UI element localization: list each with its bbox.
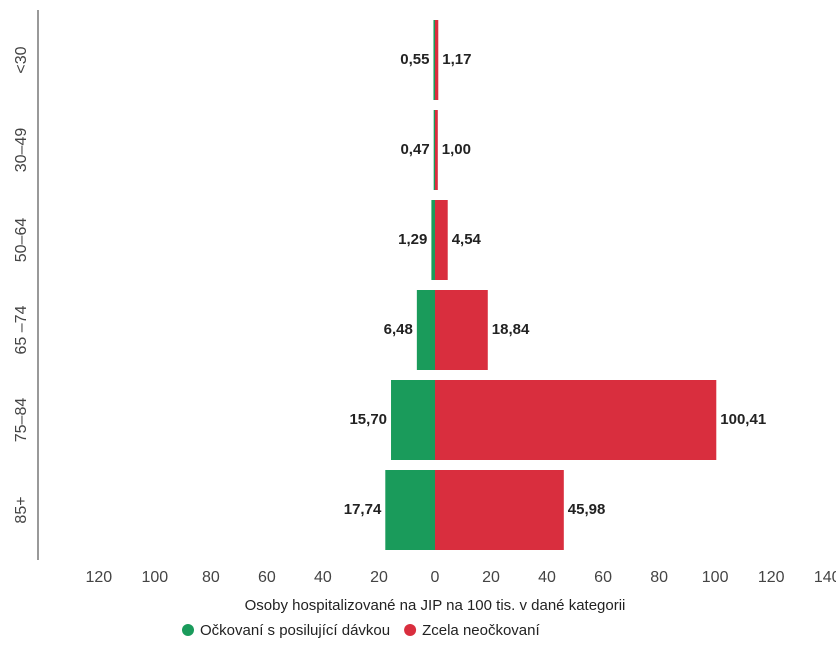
value-label: 6,48 bbox=[384, 321, 413, 338]
y-tick-label: 50–64 bbox=[13, 218, 30, 263]
value-label: 1,17 bbox=[442, 51, 471, 68]
bar bbox=[435, 200, 448, 280]
x-tick-label: 120 bbox=[85, 569, 112, 586]
bar bbox=[416, 290, 435, 370]
bar bbox=[433, 110, 435, 190]
x-tick-label: 60 bbox=[258, 569, 276, 586]
x-tick-label: 60 bbox=[594, 569, 612, 586]
bar bbox=[435, 380, 717, 460]
legend-label: Zcela neočkovaní bbox=[422, 622, 540, 639]
value-label: 4,54 bbox=[452, 231, 482, 248]
x-tick-label: 80 bbox=[202, 569, 220, 586]
value-label: 0,55 bbox=[400, 51, 429, 68]
value-label: 0,47 bbox=[400, 141, 429, 158]
bar bbox=[431, 200, 435, 280]
value-label: 1,29 bbox=[398, 231, 427, 248]
value-label: 15,70 bbox=[349, 411, 387, 428]
x-tick-label: 120 bbox=[758, 569, 785, 586]
x-tick-label: 20 bbox=[482, 569, 500, 586]
x-tick-label: 100 bbox=[702, 569, 729, 586]
x-tick-label: 20 bbox=[370, 569, 388, 586]
x-tick-label: 100 bbox=[142, 569, 169, 586]
bar bbox=[435, 470, 564, 550]
bar bbox=[385, 470, 435, 550]
bar bbox=[435, 110, 438, 190]
value-label: 45,98 bbox=[568, 501, 606, 518]
value-label: 100,41 bbox=[720, 411, 766, 428]
bar bbox=[433, 20, 435, 100]
x-tick-label: 140 bbox=[814, 569, 836, 586]
value-label: 18,84 bbox=[492, 321, 530, 338]
x-tick-label: 0 bbox=[431, 569, 440, 586]
y-tick-label: 30–49 bbox=[13, 128, 30, 173]
value-label: 1,00 bbox=[442, 141, 471, 158]
bar bbox=[435, 290, 488, 370]
y-tick-label: 75–84 bbox=[13, 398, 30, 443]
y-tick-label: <30 bbox=[13, 46, 30, 73]
x-tick-label: 40 bbox=[314, 569, 332, 586]
y-tick-label: 65 –74 bbox=[13, 305, 30, 354]
legend-marker bbox=[404, 624, 417, 636]
x-axis-label: Osoby hospitalizované na JIP na 100 tis.… bbox=[245, 597, 626, 614]
bar bbox=[391, 380, 435, 460]
x-tick-label: 80 bbox=[650, 569, 668, 586]
value-label: 17,74 bbox=[344, 501, 382, 518]
x-tick-label: 40 bbox=[538, 569, 556, 586]
y-tick-label: 85+ bbox=[13, 496, 30, 523]
bar bbox=[435, 20, 439, 100]
legend-marker bbox=[182, 624, 194, 636]
legend-label: Očkovaní s posilující dávkou bbox=[200, 622, 390, 639]
